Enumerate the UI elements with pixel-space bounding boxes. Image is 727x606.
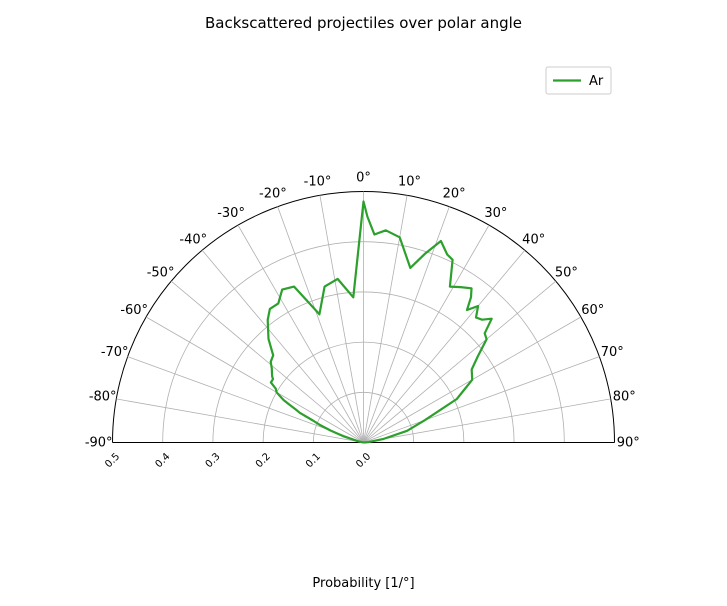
angle-gridline (237, 224, 364, 443)
radial-tick-label: 0.4 (153, 451, 172, 470)
angle-tick-label: 90° (617, 436, 640, 451)
radial-tick-label: 0.1 (304, 451, 323, 470)
angle-tick-label: 20° (443, 187, 466, 202)
angle-tick-label: -90° (85, 436, 113, 451)
angle-tick-label: -30° (217, 206, 245, 221)
angle-tick-label: -80° (89, 390, 117, 405)
angle-gridline (319, 195, 364, 443)
angle-tick-label: -70° (101, 345, 129, 360)
chart-title: Backscattered projectiles over polar ang… (205, 14, 522, 32)
series-line-ar (266, 200, 493, 444)
angle-gridline (170, 280, 364, 443)
legend-label-ar: Ar (589, 74, 604, 89)
angle-tick-label: 10° (398, 175, 421, 190)
angle-gridline (116, 398, 364, 443)
angle-gridline (363, 224, 490, 443)
angle-tick-label: 0° (356, 171, 371, 186)
angle-tick-labels: -90° -80° -70° -60° -50° -40° -30° -20° -10° 0° 10… (85, 171, 640, 451)
radial-tick-label: 0.2 (254, 451, 273, 470)
angle-gridline (363, 280, 557, 443)
angle-tick-label: 70° (601, 345, 624, 360)
series-layer (266, 200, 493, 444)
polar-grid (112, 191, 615, 443)
x-axis-label: Probability [1/°] (312, 576, 414, 591)
angle-gridline (363, 249, 526, 443)
angle-tick-label: -50° (147, 265, 175, 280)
radial-tick-labels: 0.0 0.1 0.2 0.3 0.4 0.5 (103, 451, 373, 470)
angle-gridline (145, 316, 364, 443)
angle-gridline (201, 249, 364, 443)
angle-gridline (363, 356, 600, 443)
angle-tick-label: 80° (613, 390, 636, 405)
angle-tick-label: 30° (484, 206, 507, 221)
legend: Ar (545, 66, 612, 95)
angle-tick-label: -10° (304, 175, 332, 190)
angle-tick-label: -20° (259, 187, 287, 202)
radial-tick-label: 0.3 (204, 451, 223, 470)
angle-tick-label: -40° (179, 233, 207, 248)
angle-tick-label: 50° (555, 265, 578, 280)
angle-tick-label: 60° (581, 303, 604, 318)
angle-gridline (277, 206, 364, 443)
angle-tick-label: 40° (522, 233, 545, 248)
angle-gridline (363, 398, 611, 443)
radial-tick-label: 0.5 (103, 451, 122, 470)
angle-tick-label: -60° (120, 303, 148, 318)
radial-tick-label: 0.0 (354, 451, 373, 470)
